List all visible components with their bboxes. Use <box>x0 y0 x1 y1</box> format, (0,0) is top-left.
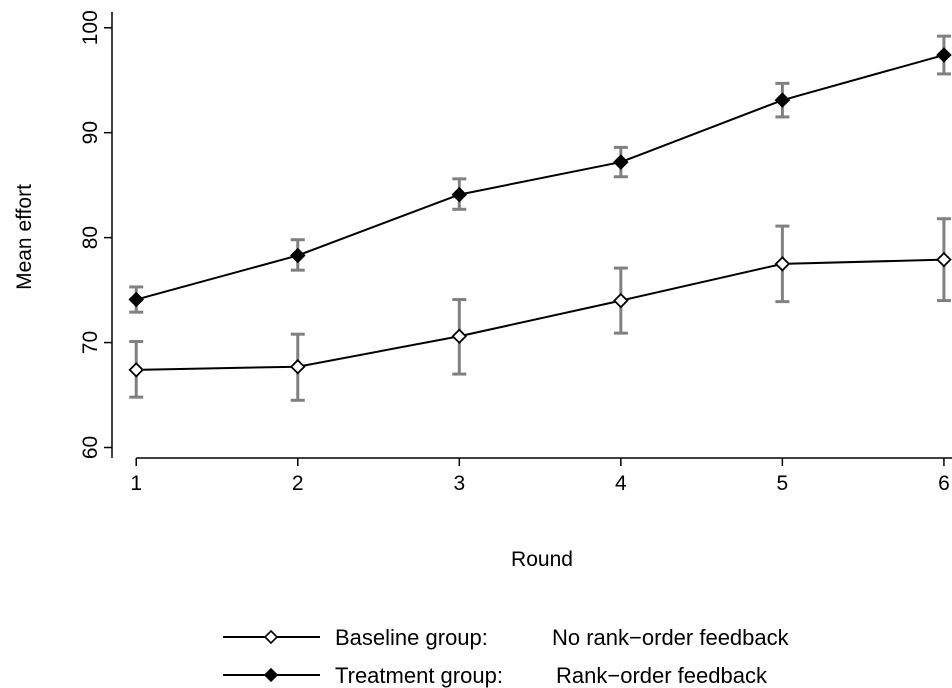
y-tick-label: 60 <box>79 436 102 459</box>
series-lines <box>135 54 945 371</box>
legend-marker-treatment <box>263 667 279 683</box>
data-point-baseline <box>289 358 306 375</box>
data-point-baseline <box>936 251 952 268</box>
x-tick-label: 2 <box>292 472 304 495</box>
legend-marker-baseline <box>263 629 279 645</box>
x-tick-label: 6 <box>938 472 950 495</box>
legend-condition-treatment: Rank−order feedback <box>556 663 768 688</box>
x-tick-label: 1 <box>130 472 142 495</box>
data-point-treatment <box>451 186 468 203</box>
y-tick-label: 90 <box>79 121 102 144</box>
error-bars <box>129 34 951 402</box>
series-line-treatment <box>135 54 945 301</box>
y-axis-title: Mean effort <box>13 184 36 290</box>
data-point-treatment <box>936 47 952 63</box>
axes: 60 70 80 90 100 1 2 3 4 5 6 <box>79 10 952 495</box>
data-point-baseline <box>128 362 145 378</box>
series-line-baseline <box>136 258 944 371</box>
series-markers <box>128 47 952 378</box>
data-point-baseline <box>774 256 791 272</box>
y-tick-label: 100 <box>79 10 102 45</box>
data-point-treatment <box>613 154 629 170</box>
legend-condition-baseline: No rank−order feedback <box>552 625 790 650</box>
data-point-baseline <box>451 328 468 345</box>
x-tick-label: 3 <box>453 472 465 495</box>
x-tick-label: 5 <box>777 472 789 495</box>
data-point-baseline <box>613 292 629 309</box>
y-tick-label: 70 <box>79 331 102 354</box>
data-point-treatment <box>774 92 791 108</box>
data-point-treatment <box>128 291 145 308</box>
x-axis-title: Round <box>511 548 573 571</box>
legend-group-baseline: Baseline group: <box>335 625 488 650</box>
legend: Baseline group: No rank−order feedback T… <box>223 625 790 688</box>
y-tick-label: 80 <box>79 226 102 249</box>
legend-group-treatment: Treatment group: <box>335 663 503 688</box>
x-tick-label: 4 <box>615 472 627 495</box>
legend-item-treatment: Treatment group: Rank−order feedback <box>223 663 768 688</box>
data-point-treatment <box>289 247 306 264</box>
legend-item-baseline: Baseline group: No rank−order feedback <box>223 625 790 650</box>
